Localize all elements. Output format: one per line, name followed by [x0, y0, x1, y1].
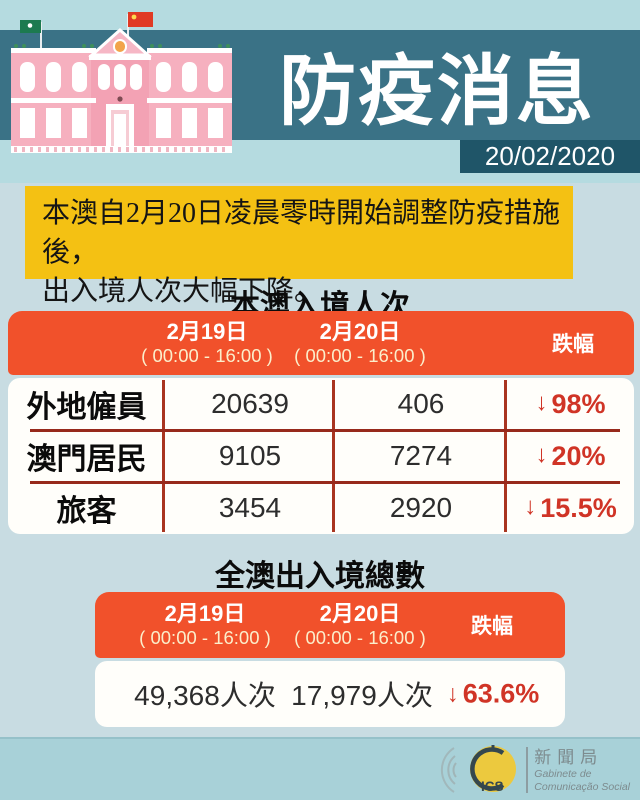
row-label: 外地僱員 — [26, 391, 147, 424]
total-day2: 17,979人次 — [291, 680, 433, 711]
down-arrow-icon: ↓ — [535, 441, 548, 468]
total-drop-cell: ↓ 63.6% — [447, 679, 540, 710]
header-col-day1: 2月19日 ( 00:00 - 16:00 ) — [139, 601, 271, 648]
lower-windows — [20, 108, 223, 138]
row-divider — [30, 429, 620, 432]
government-building-illustration — [6, 6, 234, 178]
row-divider — [30, 481, 620, 484]
value-day1: 9105 — [218, 440, 282, 471]
column-divider — [332, 380, 335, 532]
header-col-drop: 跌幅 — [471, 615, 513, 638]
bureau-name-block: 新聞局 Gabinete de Comunicação Social — [534, 747, 630, 794]
column-divider — [162, 380, 165, 532]
down-arrow-icon: ↓ — [535, 389, 548, 416]
logo-divider — [526, 747, 529, 793]
footer-strip: ICS 新聞局 Gabinete de Comunicação Social — [0, 737, 640, 800]
date-text: 20/02/2020 — [484, 141, 616, 171]
macau-flag-icon — [20, 20, 42, 52]
drop-cell: ↓ 98% — [507, 378, 634, 430]
down-arrow-icon: ↓ — [446, 680, 459, 708]
building-svg — [11, 12, 232, 153]
gcs-letters: ICS — [481, 779, 504, 794]
bureau-name-pt-line1: Gabinete de — [534, 767, 592, 780]
drop-cell: ↓ 15.5% — [507, 482, 634, 534]
header-col-day2: 2月20日 ( 00:00 - 16:00 ) — [294, 601, 426, 648]
drop-value: 63.6% — [462, 678, 540, 709]
arrivals-table-body: 外地僱員 20639 406 ↓ 98% 澳門居民 9105 7274 ↓ 20… — [8, 378, 634, 534]
header-col-drop: 跌幅 — [552, 333, 594, 356]
sound-waves-icon — [441, 747, 458, 793]
column-divider — [504, 380, 507, 532]
parapet-plants-icon — [14, 44, 230, 48]
header-col-day2: 2月20日 ( 00:00 - 16:00 ) — [294, 319, 426, 366]
value-day1: 20639 — [211, 388, 289, 419]
upper-windows — [20, 62, 223, 92]
value-day2: 406 — [397, 388, 445, 419]
bureau-name-zh: 新聞局 — [534, 747, 604, 767]
totals-table-body: 49,368人次 17,979人次 ↓ 63.6% — [95, 661, 565, 727]
total-day1: 49,368人次 — [134, 680, 276, 711]
door-emblem — [117, 96, 123, 102]
arrivals-table-header: 2月19日 ( 00:00 - 16:00 ) 2月20日 ( 00:00 - … — [8, 311, 634, 375]
drop-cell: ↓ 20% — [507, 430, 634, 482]
totals-table-header: 2月19日 ( 00:00 - 16:00 ) 2月20日 ( 00:00 - … — [95, 592, 565, 658]
value-day2: 2920 — [389, 492, 453, 523]
date-badge: 20/02/2020 — [460, 140, 640, 173]
gcs-emblem-icon: ICS — [470, 745, 517, 794]
drop-value: 15.5% — [540, 492, 617, 523]
notice-box: 本澳自2月20日凌晨零時開始調整防疫措施後， 出入境人次大幅下降。 — [25, 186, 573, 307]
value-day2: 7274 — [389, 440, 453, 471]
row-label: 澳門居民 — [26, 443, 147, 476]
down-arrow-icon: ↓ — [524, 493, 537, 520]
gcs-logo: ICS 新聞局 Gabinete de Comunicação Social — [432, 742, 630, 798]
drop-value: 98% — [551, 388, 606, 419]
row-label: 旅客 — [56, 495, 117, 528]
notice-line2: 出入境人次大幅下降。 — [42, 276, 323, 307]
notice-line1: 本澳自2月20日凌晨零時開始調整防疫措施後， — [42, 198, 561, 268]
drop-value: 20% — [551, 440, 606, 471]
china-flag-icon — [127, 12, 153, 40]
bureau-name-pt-line2: Comunicação Social — [534, 780, 630, 793]
totals-table-title: 全澳出入境總數 — [215, 560, 425, 593]
header-col-day1: 2月19日 ( 00:00 - 16:00 ) — [141, 319, 273, 366]
page-title: 防疫消息 — [279, 48, 595, 135]
value-day1: 3454 — [218, 492, 282, 523]
